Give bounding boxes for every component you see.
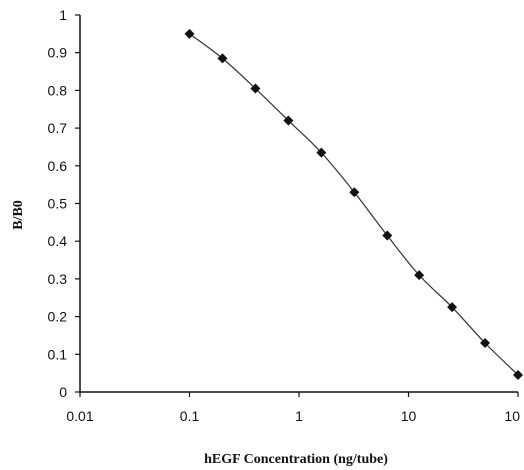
x-tick-label: 1 xyxy=(295,408,303,424)
y-tick-label: 0.3 xyxy=(48,271,68,287)
y-tick-label: 1 xyxy=(59,7,67,23)
x-tick-label: 10 xyxy=(504,408,520,424)
data-point xyxy=(349,187,360,198)
data-point xyxy=(217,53,228,64)
data-point xyxy=(513,370,523,381)
data-point xyxy=(382,230,393,241)
y-tick-label: 0.4 xyxy=(48,233,68,249)
data-point xyxy=(184,28,195,39)
series-line xyxy=(189,33,519,376)
data-point xyxy=(250,83,261,94)
y-tick-label: 0.8 xyxy=(48,82,68,98)
plot-area xyxy=(184,28,523,381)
x-ticks: 0.01 0.1 1 10 10 xyxy=(66,392,520,424)
y-tick-label: 0 xyxy=(59,384,67,400)
y-tick-label: 0.6 xyxy=(48,158,68,174)
data-point xyxy=(283,115,294,126)
y-axis: 0 0.1 0.2 0.3 0.4 0.5 0.6 0.7 0.8 0.9 1 xyxy=(48,7,81,400)
y-tick-label: 0.1 xyxy=(48,346,68,362)
x-tick-label: 0.1 xyxy=(180,408,200,424)
x-tick-label: 10 xyxy=(401,408,417,424)
data-point xyxy=(447,302,458,313)
y-tick-label: 0.9 xyxy=(48,45,68,61)
y-tick-label: 0.7 xyxy=(48,120,68,136)
x-axis: 0.01 0.1 1 10 10 xyxy=(66,391,520,424)
x-axis-title: hEGF Concentration (ng/tube) xyxy=(204,452,388,467)
x-tick-label: 0.01 xyxy=(66,408,93,424)
data-point xyxy=(316,147,327,158)
y-tick-label: 0.2 xyxy=(48,309,68,325)
y-axis-title: B/B0 xyxy=(11,200,26,230)
data-point xyxy=(414,270,425,281)
y-ticks: 0 0.1 0.2 0.3 0.4 0.5 0.6 0.7 0.8 0.9 1 xyxy=(48,7,80,400)
y-tick-label: 0.5 xyxy=(48,196,68,212)
data-point xyxy=(480,337,491,348)
